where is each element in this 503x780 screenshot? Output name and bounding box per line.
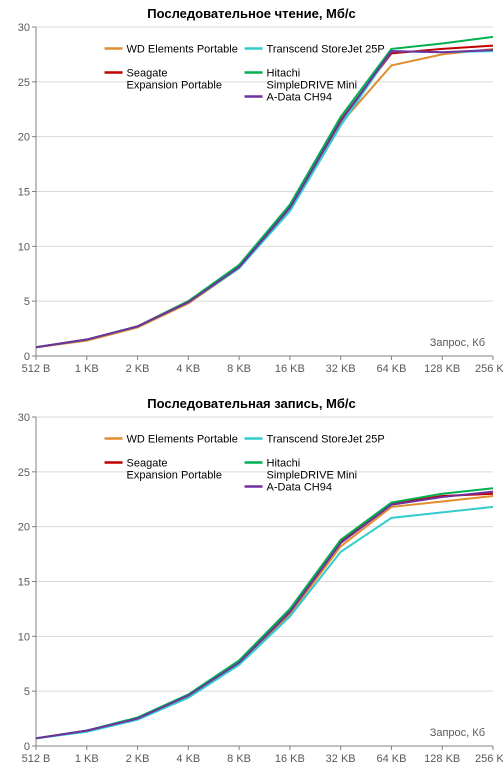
svg-text:10: 10 bbox=[18, 241, 30, 253]
svg-text:512 B: 512 B bbox=[22, 363, 51, 375]
svg-text:25: 25 bbox=[18, 467, 30, 479]
svg-text:0: 0 bbox=[24, 351, 30, 363]
svg-text:Hitachi: Hitachi bbox=[267, 457, 301, 469]
svg-text:32 KB: 32 KB bbox=[326, 363, 356, 375]
svg-text:2 KB: 2 KB bbox=[126, 363, 150, 375]
chart-read-svg: 0 5 10 15 20 25 30 512 B 1 KB 2 KB 4 KB 8 KB 16 KB 32… bbox=[0, 21, 503, 386]
svg-text:30: 30 bbox=[18, 412, 30, 424]
svg-text:8 KB: 8 KB bbox=[227, 753, 251, 765]
svg-text:Запрос, Кб: Запрос, Кб bbox=[430, 337, 485, 349]
svg-text:128 KB: 128 KB bbox=[424, 363, 460, 375]
svg-text:64 KB: 64 KB bbox=[376, 753, 406, 765]
svg-text:15: 15 bbox=[18, 187, 30, 199]
svg-text:15: 15 bbox=[18, 577, 30, 589]
svg-text:64 KB: 64 KB bbox=[376, 363, 406, 375]
svg-text:Transcend StoreJet 25P: Transcend StoreJet 25P bbox=[267, 433, 385, 445]
svg-text:Transcend StoreJet 25P: Transcend StoreJet 25P bbox=[267, 43, 385, 55]
chart-read-wrap: Последовательное чтение, Мб/с 0 5 10 15 20 25… bbox=[0, 0, 503, 390]
svg-text:Seagate: Seagate bbox=[127, 457, 168, 469]
svg-text:20: 20 bbox=[18, 522, 30, 534]
svg-text:10: 10 bbox=[18, 631, 30, 643]
svg-text:4 KB: 4 KB bbox=[176, 753, 200, 765]
svg-text:1 KB: 1 KB bbox=[75, 363, 99, 375]
svg-text:25: 25 bbox=[18, 77, 30, 89]
svg-text:SimpleDRIVE Mini: SimpleDRIVE Mini bbox=[267, 469, 357, 481]
svg-text:0: 0 bbox=[24, 741, 30, 753]
svg-text:8 KB: 8 KB bbox=[227, 363, 251, 375]
chart-write-title: Последовательная запись, Мб/с bbox=[0, 390, 503, 411]
svg-text:512 B: 512 B bbox=[22, 753, 51, 765]
svg-text:32 KB: 32 KB bbox=[326, 753, 356, 765]
svg-text:Запрос, Кб: Запрос, Кб bbox=[430, 727, 485, 739]
chart-read-title: Последовательное чтение, Мб/с bbox=[0, 0, 503, 21]
svg-text:Expansion Portable: Expansion Portable bbox=[127, 469, 222, 481]
svg-text:16 KB: 16 KB bbox=[275, 363, 305, 375]
svg-text:5: 5 bbox=[24, 296, 30, 308]
chart-write-wrap: Последовательная запись, Мб/с 0 5 10 15 20 25… bbox=[0, 390, 503, 780]
svg-text:128 KB: 128 KB bbox=[424, 753, 460, 765]
svg-text:A-Data CH94: A-Data CH94 bbox=[267, 481, 332, 493]
svg-text:2 KB: 2 KB bbox=[126, 753, 150, 765]
svg-text:256 KB: 256 KB bbox=[475, 753, 503, 765]
svg-text:1 KB: 1 KB bbox=[75, 753, 99, 765]
svg-text:Seagate: Seagate bbox=[127, 67, 168, 79]
svg-text:4 KB: 4 KB bbox=[176, 363, 200, 375]
svg-text:WD Elements Portable: WD Elements Portable bbox=[127, 43, 238, 55]
svg-text:16 KB: 16 KB bbox=[275, 753, 305, 765]
svg-text:20: 20 bbox=[18, 132, 30, 144]
svg-text:Expansion Portable: Expansion Portable bbox=[127, 79, 222, 91]
svg-text:256 KB: 256 KB bbox=[475, 363, 503, 375]
svg-text:A-Data CH94: A-Data CH94 bbox=[267, 91, 332, 103]
chart-write-svg: 0 5 10 15 20 25 30 512 B 1 KB 2 KB 4 KB 8 KB 16 KB 32… bbox=[0, 411, 503, 776]
svg-text:Hitachi: Hitachi bbox=[267, 67, 301, 79]
svg-text:30: 30 bbox=[18, 22, 30, 34]
svg-text:WD Elements Portable: WD Elements Portable bbox=[127, 433, 238, 445]
svg-text:SimpleDRIVE Mini: SimpleDRIVE Mini bbox=[267, 79, 357, 91]
svg-text:5: 5 bbox=[24, 686, 30, 698]
